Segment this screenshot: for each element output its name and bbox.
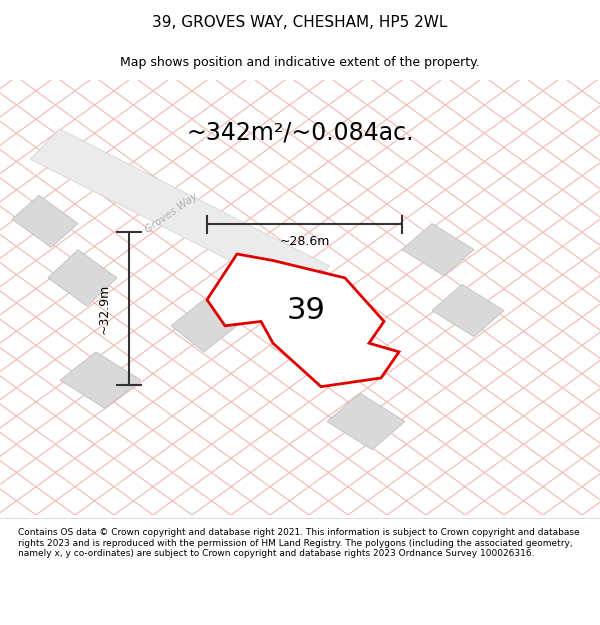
Polygon shape: [291, 269, 354, 317]
Text: ~342m²/~0.084ac.: ~342m²/~0.084ac.: [186, 120, 414, 144]
Polygon shape: [171, 299, 237, 352]
Text: 39, GROVES WAY, CHESHAM, HP5 2WL: 39, GROVES WAY, CHESHAM, HP5 2WL: [152, 15, 448, 30]
Polygon shape: [30, 129, 330, 296]
Polygon shape: [12, 195, 78, 248]
Text: 39: 39: [287, 296, 325, 325]
Text: Contains OS data © Crown copyright and database right 2021. This information is : Contains OS data © Crown copyright and d…: [18, 528, 580, 558]
Polygon shape: [207, 254, 399, 387]
Polygon shape: [432, 284, 504, 337]
Polygon shape: [48, 249, 117, 306]
Text: Map shows position and indicative extent of the property.: Map shows position and indicative extent…: [120, 56, 480, 69]
Text: ~32.9m: ~32.9m: [97, 283, 110, 334]
Polygon shape: [402, 224, 474, 276]
Polygon shape: [327, 393, 405, 450]
Polygon shape: [60, 352, 141, 408]
Text: ~28.6m: ~28.6m: [280, 236, 329, 248]
Text: Groves Way: Groves Way: [143, 191, 199, 234]
